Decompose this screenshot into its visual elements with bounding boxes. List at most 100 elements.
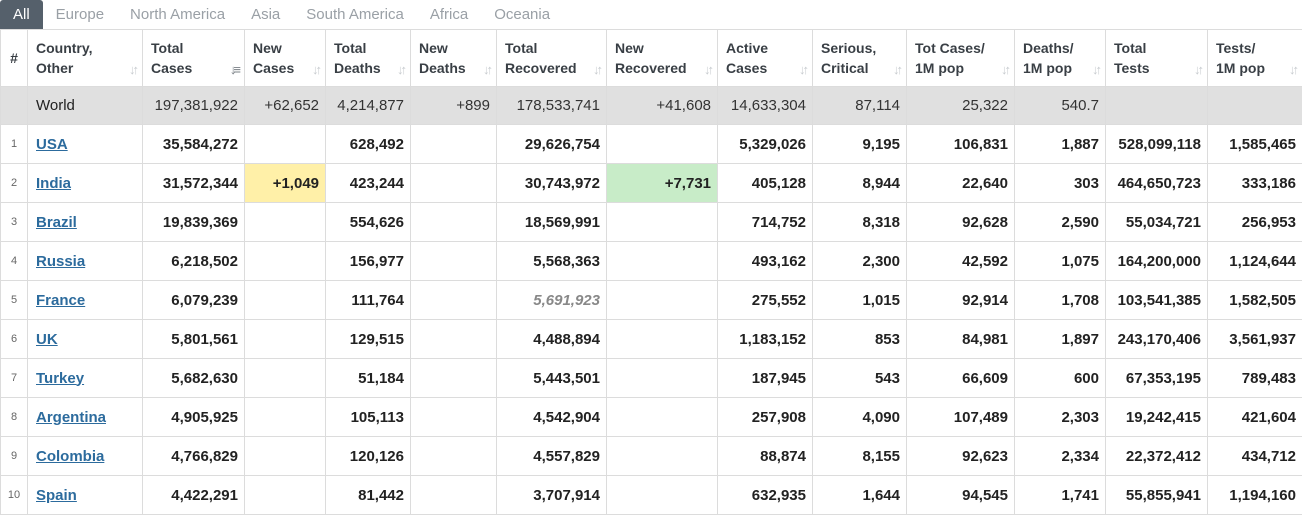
cases-per-1m-cell: 92,623: [906, 436, 1015, 476]
new-deaths-cell: [410, 358, 497, 398]
header-cases-per-1m[interactable]: Tot Cases/1M pop ↓↑: [906, 29, 1015, 87]
sort-icon[interactable]: ↓↑: [1194, 62, 1204, 77]
header-new-deaths[interactable]: New Deaths ↓↑: [410, 29, 497, 87]
total-deaths-cell: 129,515: [325, 319, 411, 359]
country-link[interactable]: France: [36, 291, 86, 309]
header-new-cases[interactable]: New Cases ↓↑: [244, 29, 326, 87]
sort-icon[interactable]: ↓↑: [397, 62, 407, 77]
total-cases-cell: 4,422,291: [142, 475, 245, 515]
sort-icon[interactable]: ↓↑: [312, 62, 322, 77]
tests-per-1m-cell: 1,124,644: [1207, 241, 1302, 281]
header-total-recovered[interactable]: Total Recovered ↓↑: [496, 29, 607, 87]
total-cases-cell: 5,801,561: [142, 319, 245, 359]
new-cases-cell: +1,049: [244, 163, 326, 203]
sort-icon[interactable]: ↓↑: [704, 62, 714, 77]
new-cases-cell: +62,652: [244, 86, 326, 125]
tests-per-1m-cell: 333,186: [1207, 163, 1302, 203]
country-link[interactable]: UK: [36, 330, 58, 348]
total-recovered-cell: 178,533,741: [496, 86, 607, 125]
table-row: 9 Colombia 4,766,829 120,126 4,557,829 88,874…: [0, 436, 1302, 476]
country-link[interactable]: Colombia: [36, 447, 105, 465]
new-recovered-cell: [606, 124, 718, 164]
new-deaths-cell: [410, 397, 497, 437]
active-cases-cell: 14,633,304: [717, 86, 813, 125]
sort-icon[interactable]: ↓↑: [893, 62, 903, 77]
header-new-recovered[interactable]: New Recovered ↓↑: [606, 29, 718, 87]
region-tabs: All Europe North America Asia South Amer…: [0, 0, 1302, 29]
total-tests-cell: 55,855,941: [1105, 475, 1208, 515]
new-recovered-cell: +7,731: [606, 163, 718, 203]
country-link[interactable]: Russia: [36, 252, 86, 270]
new-recovered-cell: [606, 241, 718, 281]
active-cases-cell: 187,945: [717, 358, 813, 398]
cases-per-1m-cell: 92,628: [906, 202, 1015, 242]
total-tests-cell: [1105, 86, 1208, 125]
sort-icon[interactable]: ↓↑: [483, 62, 493, 77]
deaths-per-1m-cell: 2,590: [1014, 202, 1106, 242]
country-link[interactable]: India: [36, 174, 72, 192]
country-link[interactable]: USA: [36, 135, 68, 153]
header-deaths-per-1m[interactable]: Deaths/1M pop ↓↑: [1014, 29, 1106, 87]
sort-icon[interactable]: ↓↑: [1289, 62, 1299, 77]
total-cases-cell: 197,381,922: [142, 86, 245, 125]
header-tests-per-1m[interactable]: Tests/1M pop ↓↑: [1207, 29, 1302, 87]
cases-per-1m-cell: 106,831: [906, 124, 1015, 164]
cases-per-1m-cell: 66,609: [906, 358, 1015, 398]
header-rank[interactable]: #: [0, 29, 28, 87]
serious-cell: 8,155: [812, 436, 907, 476]
tab-africa[interactable]: Africa: [429, 6, 469, 23]
country-link[interactable]: Spain: [36, 486, 77, 504]
tab-all[interactable]: All: [0, 0, 43, 29]
sort-icon[interactable]: ↓↑: [799, 62, 809, 77]
total-tests-cell: 103,541,385: [1105, 280, 1208, 320]
country-link[interactable]: Turkey: [36, 369, 85, 387]
sort-icon[interactable]: ↓↑: [1092, 62, 1102, 77]
new-deaths-cell: [410, 124, 497, 164]
country-link[interactable]: Argentina: [36, 408, 107, 426]
header-country[interactable]: Country, Other ↓↑: [27, 29, 143, 87]
tab-asia[interactable]: Asia: [251, 6, 281, 23]
total-deaths-cell: 423,244: [325, 163, 411, 203]
tests-per-1m-cell: 256,953: [1207, 202, 1302, 242]
new-recovered-cell: [606, 475, 718, 515]
header-total-tests[interactable]: Total Tests ↓↑: [1105, 29, 1208, 87]
serious-cell: 2,300: [812, 241, 907, 281]
sort-desc-icon[interactable]: ↓≡: [229, 62, 241, 77]
tab-europe[interactable]: Europe: [55, 6, 105, 23]
header-total-deaths[interactable]: Total Deaths ↓↑: [325, 29, 411, 87]
rank-cell: 2: [0, 163, 28, 203]
total-deaths-cell: 156,977: [325, 241, 411, 281]
new-cases-cell: [244, 319, 326, 359]
rank-cell: 4: [0, 241, 28, 281]
world-row: World 197,381,922 +62,652 4,214,877 +899…: [0, 86, 1302, 125]
new-cases-cell: [244, 475, 326, 515]
header-serious-critical[interactable]: Serious, Critical ↓↑: [812, 29, 907, 87]
total-recovered-cell: 29,626,754: [496, 124, 607, 164]
tab-oceania[interactable]: Oceania: [494, 6, 551, 23]
tests-per-1m-cell: 1,194,160: [1207, 475, 1302, 515]
tab-south-america[interactable]: South America: [306, 6, 404, 23]
covid-stats-table: # Country, Other ↓↑ Total Cases ↓≡ New Cases ↓…: [0, 29, 1302, 515]
new-cases-cell: [244, 124, 326, 164]
new-deaths-cell: +899: [410, 86, 497, 125]
country-link[interactable]: Brazil: [36, 213, 77, 231]
header-active-cases[interactable]: Active Cases ↓↑: [717, 29, 813, 87]
new-recovered-cell: [606, 319, 718, 359]
new-recovered-cell: [606, 397, 718, 437]
sort-icon[interactable]: ↓↑: [1001, 62, 1011, 77]
active-cases-cell: 714,752: [717, 202, 813, 242]
new-cases-cell: [244, 436, 326, 476]
sort-icon[interactable]: ↓↑: [129, 62, 139, 77]
table-row: 7 Turkey 5,682,630 51,184 5,443,501 187,945 54…: [0, 358, 1302, 398]
total-deaths-cell: 81,442: [325, 475, 411, 515]
total-recovered-cell: 18,569,991: [496, 202, 607, 242]
sort-icon[interactable]: ↓↑: [593, 62, 603, 77]
deaths-per-1m-cell: 303: [1014, 163, 1106, 203]
table-row: 10 Spain 4,422,291 81,442 3,707,914 632,935 1,…: [0, 475, 1302, 515]
total-tests-cell: 164,200,000: [1105, 241, 1208, 281]
header-total-cases[interactable]: Total Cases ↓≡: [142, 29, 245, 87]
new-deaths-cell: [410, 319, 497, 359]
tab-north-america[interactable]: North America: [130, 6, 226, 23]
total-deaths-cell: 111,764: [325, 280, 411, 320]
table-row: 1 USA 35,584,272 628,492 29,626,754 5,329,026…: [0, 124, 1302, 164]
